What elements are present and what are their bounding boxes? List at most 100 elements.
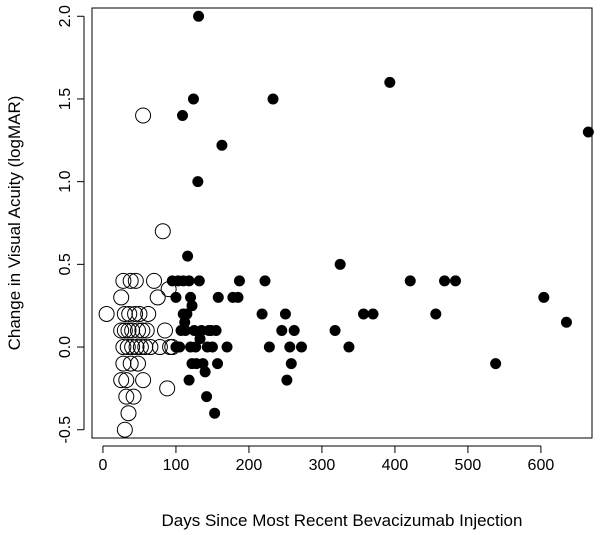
open-point — [135, 107, 152, 124]
filled-point — [295, 341, 307, 353]
y-tick-label: 0.0 — [57, 336, 74, 358]
open-point — [156, 322, 173, 339]
filled-point — [193, 10, 205, 22]
filled-point — [560, 316, 572, 328]
filled-point — [212, 291, 224, 303]
filled-point — [221, 341, 233, 353]
open-point — [125, 388, 142, 405]
filled-point — [181, 308, 193, 320]
filled-point — [285, 358, 297, 370]
filled-point — [490, 358, 502, 370]
open-point — [122, 355, 139, 372]
filled-point — [367, 308, 379, 320]
filled-point — [276, 325, 288, 336]
filled-point — [182, 250, 194, 262]
filled-point — [329, 325, 341, 336]
open-point — [118, 372, 135, 389]
open-point — [124, 339, 141, 356]
y-axis-label: Change in Visual Acuity (logMAR) — [5, 96, 24, 351]
filled-point — [209, 407, 221, 419]
filled-point — [192, 176, 204, 188]
open-point — [113, 372, 130, 389]
filled-point — [183, 374, 195, 386]
y-tick-label: 1.0 — [57, 170, 74, 192]
y-tick-label: 2.0 — [57, 5, 74, 27]
filled-point — [582, 126, 594, 138]
open-point — [119, 339, 136, 356]
filled-point — [358, 308, 370, 320]
filled-point — [343, 341, 355, 353]
filled-point — [233, 275, 245, 287]
filled-point — [439, 275, 451, 287]
open-point — [113, 322, 130, 339]
filled-point — [206, 341, 218, 353]
filled-point — [170, 291, 182, 303]
filled-point — [201, 391, 213, 403]
filled-point — [384, 76, 396, 88]
filled-point — [187, 93, 199, 105]
data-points — [98, 10, 594, 438]
y-tick-label: 1.5 — [57, 88, 74, 110]
open-point — [115, 339, 132, 356]
open-point — [149, 289, 166, 306]
plot-frame — [91, 7, 593, 439]
open-point — [127, 305, 144, 322]
filled-point — [288, 325, 300, 336]
filled-point — [538, 291, 550, 303]
open-point — [113, 289, 130, 306]
x-tick-label: 100 — [163, 457, 190, 474]
filled-point — [216, 139, 228, 151]
y-tick-label: -0.5 — [57, 416, 74, 444]
filled-point — [259, 275, 271, 287]
filled-point — [199, 366, 211, 378]
y-tick-label: 0.5 — [57, 253, 74, 275]
open-point — [120, 322, 137, 339]
open-point — [129, 322, 146, 339]
filled-point — [183, 275, 195, 287]
filled-point — [284, 341, 296, 353]
open-point — [140, 305, 157, 322]
open-point — [128, 339, 145, 356]
x-tick-label: 600 — [528, 457, 555, 474]
filled-point — [430, 308, 442, 320]
x-tick-label: 500 — [455, 457, 482, 474]
x-axis-label: Days Since Most Recent Bevacizumab Injec… — [162, 511, 523, 530]
filled-point — [404, 275, 416, 287]
open-point — [132, 339, 149, 356]
x-tick-label: 400 — [382, 457, 409, 474]
y-axis: -0.5 0.0 0.5 1.0 1.5 2.0 — [57, 5, 85, 444]
filled-point — [212, 358, 224, 370]
x-tick-label: 200 — [236, 457, 263, 474]
open-point — [98, 305, 115, 322]
filled-point — [281, 374, 293, 386]
open-point — [146, 272, 163, 289]
filled-point — [174, 341, 186, 353]
open-point — [118, 388, 135, 405]
filled-point — [263, 341, 275, 353]
filled-point — [256, 308, 268, 320]
open-point — [116, 421, 133, 438]
filled-point — [334, 258, 346, 270]
open-point — [135, 372, 152, 389]
open-point — [122, 272, 139, 289]
x-tick-label: 0 — [98, 457, 107, 474]
filled-point — [450, 275, 462, 287]
open-point — [116, 322, 133, 339]
filled-point — [267, 93, 279, 105]
open-point — [138, 322, 155, 339]
filled-point — [210, 325, 222, 336]
filled-point — [279, 308, 291, 320]
filled-point — [232, 291, 244, 303]
open-point — [121, 305, 138, 322]
open-point — [115, 272, 132, 289]
x-tick-label: 300 — [309, 457, 336, 474]
open-point — [134, 322, 151, 339]
open-point — [120, 405, 137, 422]
open-point — [129, 355, 146, 372]
filled-point — [186, 300, 198, 312]
open-point — [159, 380, 176, 397]
open-point — [142, 339, 159, 356]
filled-point — [193, 275, 205, 287]
open-point — [151, 339, 168, 356]
